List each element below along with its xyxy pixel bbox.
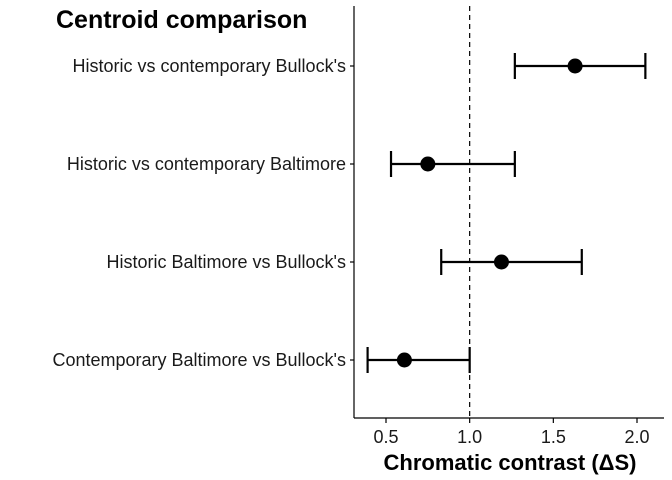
x-tick-label: 0.5 (373, 427, 398, 447)
x-tick-label: 1.5 (541, 427, 566, 447)
estimate-point (493, 254, 509, 270)
category-label: Historic vs contemporary Bullock's (72, 56, 346, 76)
category-label: Historic vs contemporary Baltimore (67, 154, 346, 174)
interval-marks (366, 53, 647, 373)
estimate-point (567, 58, 583, 74)
x-axis-title: Chromatic contrast (ΔS) (384, 450, 637, 475)
estimate-point (420, 156, 436, 172)
category-labels: Historic vs contemporary Bullock's Histor… (52, 56, 354, 370)
x-tick-label: 2.0 (624, 427, 649, 447)
category-label: Contemporary Baltimore vs Bullock's (52, 350, 346, 370)
interval-row (389, 151, 516, 177)
interval-row (440, 249, 583, 275)
interval-row (513, 53, 647, 79)
x-tick-label: 1.0 (457, 427, 482, 447)
x-axis-ticks: 0.5 1.0 1.5 2.0 (373, 418, 650, 447)
interval-row (366, 347, 471, 373)
category-label: Historic Baltimore vs Bullock's (107, 252, 347, 272)
chart-title: Centroid comparison (56, 6, 307, 34)
estimate-point (396, 352, 412, 368)
